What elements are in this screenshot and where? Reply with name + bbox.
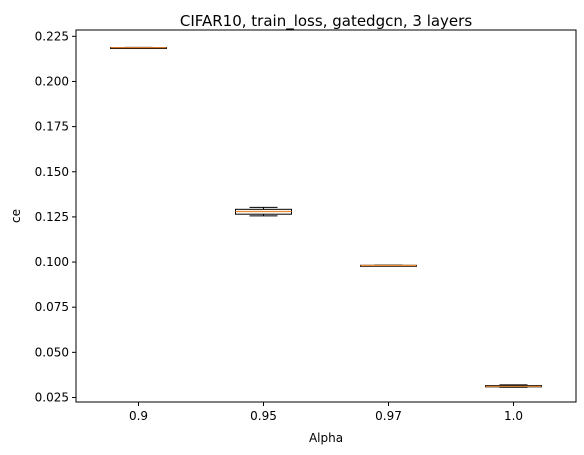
y-tick-label: 0.050 <box>35 345 69 359</box>
box-1.0 <box>485 384 542 388</box>
y-tick-label: 0.175 <box>35 120 69 134</box>
y-tick-label: 0.200 <box>35 74 69 88</box>
x-axis-label: Alpha <box>309 431 343 445</box>
y-axis: 0.025 0.050 0.075 0.100 0.125 0.150 0.175 0.200… <box>35 29 76 404</box>
x-axis: 0.9 0.95 0.97 1.0 <box>129 402 523 423</box>
y-tick-label: 0.025 <box>35 390 69 404</box>
box-0.9 <box>110 46 167 50</box>
y-tick-label: 0.100 <box>35 255 69 269</box>
box-0.97 <box>360 264 417 267</box>
x-tick-label: 0.97 <box>375 409 402 423</box>
box-series <box>110 46 542 388</box>
x-tick-label: 0.9 <box>129 409 148 423</box>
y-axis-label: ce <box>9 209 23 223</box>
y-tick-label: 0.075 <box>35 300 69 314</box>
x-tick-label: 1.0 <box>504 409 523 423</box>
box-0.95 <box>235 206 292 217</box>
y-tick-label: 0.125 <box>35 210 69 224</box>
y-tick-label: 0.225 <box>35 29 69 43</box>
y-tick-label: 0.150 <box>35 165 69 179</box>
x-tick-label: 0.95 <box>250 409 277 423</box>
chart-title: CIFAR10, train_loss, gatedgcn, 3 layers <box>180 12 472 31</box>
plot-frame <box>75 29 577 403</box>
